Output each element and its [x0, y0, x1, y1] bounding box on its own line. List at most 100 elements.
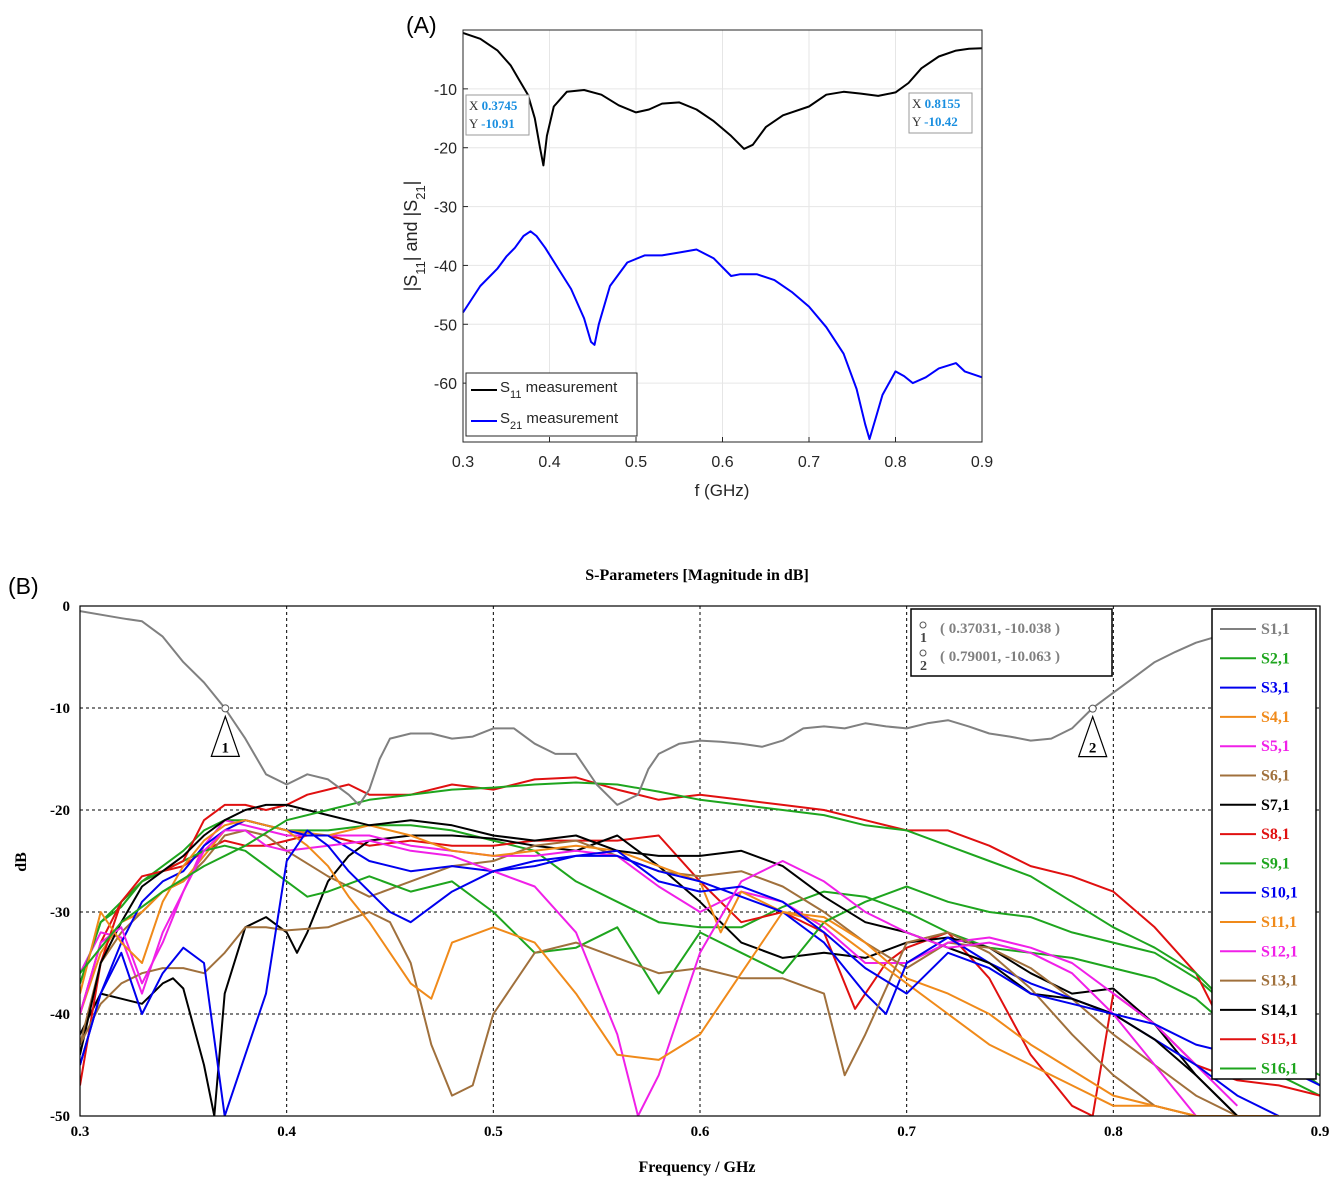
- legend-b-label-s1-1: S1,1: [1261, 621, 1290, 638]
- datatip-1-x-label: X: [469, 98, 479, 113]
- series-a-s11-measurement: [462, 31, 983, 167]
- series-b-s6-1: [80, 911, 1238, 1116]
- y-ticks-a: -10 -20 -30 -40 -50 -60: [434, 82, 468, 393]
- tick-label-b-y-1: -10: [50, 701, 70, 717]
- legend-b-label-s5-1: S5,1: [1261, 738, 1290, 755]
- axes-frame-b: [79, 605, 1321, 1117]
- legend-a-label-s11-rest: measurement: [521, 379, 618, 396]
- tick-label-b-x-5: 0.8: [1104, 1124, 1123, 1140]
- panel-a: (A) 0.3 0.4 0.5 0.6 0.7 0.8 0.9 -10 -20 -30 -40 -5…: [401, 12, 993, 500]
- tick-label-a-y-2: -30: [434, 200, 457, 217]
- y-axis-label-a-part3: |: [401, 181, 421, 186]
- tick-label-b-x-4: 0.7: [897, 1124, 916, 1140]
- tick-label-a-x-0: 0.3: [452, 454, 474, 471]
- y-ticks-b: 0 -10 -20 -30 -40 -50: [50, 599, 70, 1125]
- datatip-1-y-value: -10.91: [481, 116, 515, 131]
- series-b-s4-1: [80, 819, 1279, 1116]
- y-axis-label-a-sub2: 21: [413, 185, 428, 199]
- series-b: [80, 610, 1320, 1116]
- legend-b-label-s10-1: S10,1: [1261, 885, 1298, 902]
- series-b-s5-1: [80, 829, 1197, 1116]
- legend-b-label-s2-1: S2,1: [1261, 650, 1290, 667]
- datatip-2-x-value: 0.8155: [925, 96, 961, 111]
- legend-b-label-s16-1: S16,1: [1261, 1061, 1298, 1078]
- datatip-2: X 0.8155 Y -10.42: [908, 92, 973, 134]
- series-a: [462, 31, 983, 441]
- tick-label-a-x-3: 0.6: [711, 454, 733, 471]
- legend-a-label-s21-rest: measurement: [522, 410, 619, 427]
- marker-1-flag-label: 1: [222, 740, 230, 756]
- tick-label-b-y-5: -50: [50, 1109, 70, 1125]
- marker-1-point: [221, 704, 230, 713]
- datatip-1-x-value: 0.3745: [482, 98, 518, 113]
- x-ticks-a: 0.3 0.4 0.5 0.6 0.7 0.8 0.9: [452, 437, 993, 471]
- legend-b-label-s15-1: S15,1: [1261, 1031, 1298, 1048]
- legend-b-label-s7-1: S7,1: [1261, 797, 1290, 814]
- marker-2-flag-label: 2: [1089, 741, 1097, 757]
- tick-label-b-y-3: -30: [50, 905, 70, 921]
- legend-b-label-s12-1: S12,1: [1261, 943, 1298, 960]
- marker-2-flag: [1077, 714, 1108, 758]
- datatip-2-box: [908, 92, 973, 134]
- y-axis-label-a-part2: | and |S: [401, 200, 421, 261]
- series-b-s7-1: [80, 803, 1239, 1116]
- tick-label-b-y-0: 0: [63, 599, 71, 615]
- legend-b-label-s8-1: S8,1: [1261, 826, 1290, 843]
- y-axis-label-a: |S11| and |S21|: [401, 181, 428, 292]
- datatip-2-y-value: -10.42: [924, 114, 958, 129]
- x-axis-label-b: Frequency / GHz: [638, 1159, 755, 1176]
- series-b-s2-1: [80, 781, 1320, 1077]
- datatip-1-box: [465, 94, 530, 136]
- tick-label-a-y-5: -60: [434, 376, 457, 393]
- y-axis-label-a-sub1: 11: [413, 261, 428, 275]
- legend-b-label-s11-1: S11,1: [1261, 914, 1297, 931]
- legend-b-label-s9-1: S9,1: [1261, 855, 1290, 872]
- legend-a-label-s21-main: S: [500, 410, 510, 427]
- tick-label-a-y-4: -50: [434, 317, 457, 334]
- legend-b-label-s13-1: S13,1: [1261, 973, 1298, 990]
- legend-a-label-s11-sub: 11: [510, 389, 521, 401]
- series-b-s3-1: [80, 829, 1320, 1116]
- marker-readout-1-id: 1: [920, 631, 927, 646]
- x-axis-label-a: f (GHz): [695, 481, 750, 500]
- tick-label-a-x-6: 0.9: [971, 454, 993, 471]
- legend-b-label-s3-1: S3,1: [1261, 680, 1290, 697]
- series-a-s21-measurement: [462, 230, 983, 441]
- datatip-2-x-row: X 0.8155: [912, 96, 961, 111]
- legend-a: S11 measurement S21 measurement: [465, 372, 638, 437]
- tick-label-b-x-6: 0.9: [1311, 1124, 1330, 1140]
- legend-b-label-s6-1: S6,1: [1261, 768, 1290, 785]
- datatip-1-x-row: X 0.3745: [469, 98, 518, 113]
- legend-b: S1,1 S2,1 S3,1 S4,1 S5,1 S6,1 S7,1 S8,1 S9,1 S10,…: [1211, 608, 1317, 1080]
- datatip-2-x-label: X: [912, 96, 922, 111]
- legend-a-label-s21: S21 measurement: [500, 410, 619, 432]
- marker-readout-2-id: 2: [920, 659, 927, 674]
- datatip-1: X 0.3745 Y -10.91: [465, 94, 530, 136]
- legend-b-label-s4-1: S4,1: [1261, 709, 1290, 726]
- legend-a-label-s11: S11 measurement: [500, 379, 618, 401]
- y-axis-label-b: dB: [13, 852, 30, 872]
- tick-label-b-x-2: 0.5: [484, 1124, 503, 1140]
- marker-1-flag: [210, 714, 241, 757]
- legend-a-box: [465, 372, 638, 437]
- tick-label-b-x-1: 0.4: [277, 1124, 296, 1140]
- grid-a: [462, 30, 983, 442]
- series-b-s15-1: [80, 834, 1320, 1116]
- tick-label-b-x-3: 0.6: [691, 1124, 710, 1140]
- marker-1-icon: [919, 621, 927, 629]
- tick-label-a-y-1: -20: [434, 141, 457, 158]
- tick-label-a-x-1: 0.4: [538, 454, 560, 471]
- tick-label-a-x-2: 0.5: [625, 454, 647, 471]
- tick-label-b-y-2: -20: [50, 803, 70, 819]
- series-b-s1-1: [80, 610, 1238, 806]
- series-b-s8-1: [80, 776, 1239, 1086]
- datatip-1-y-label: Y: [469, 116, 479, 131]
- datatip-2-y-label: Y: [912, 114, 922, 129]
- legend-a-label-s21-sub: 21: [510, 420, 522, 432]
- tick-label-b-x-0: 0.3: [71, 1124, 90, 1140]
- datatip-2-y-row: Y -10.42: [912, 114, 958, 129]
- marker-2-point: [1088, 704, 1097, 713]
